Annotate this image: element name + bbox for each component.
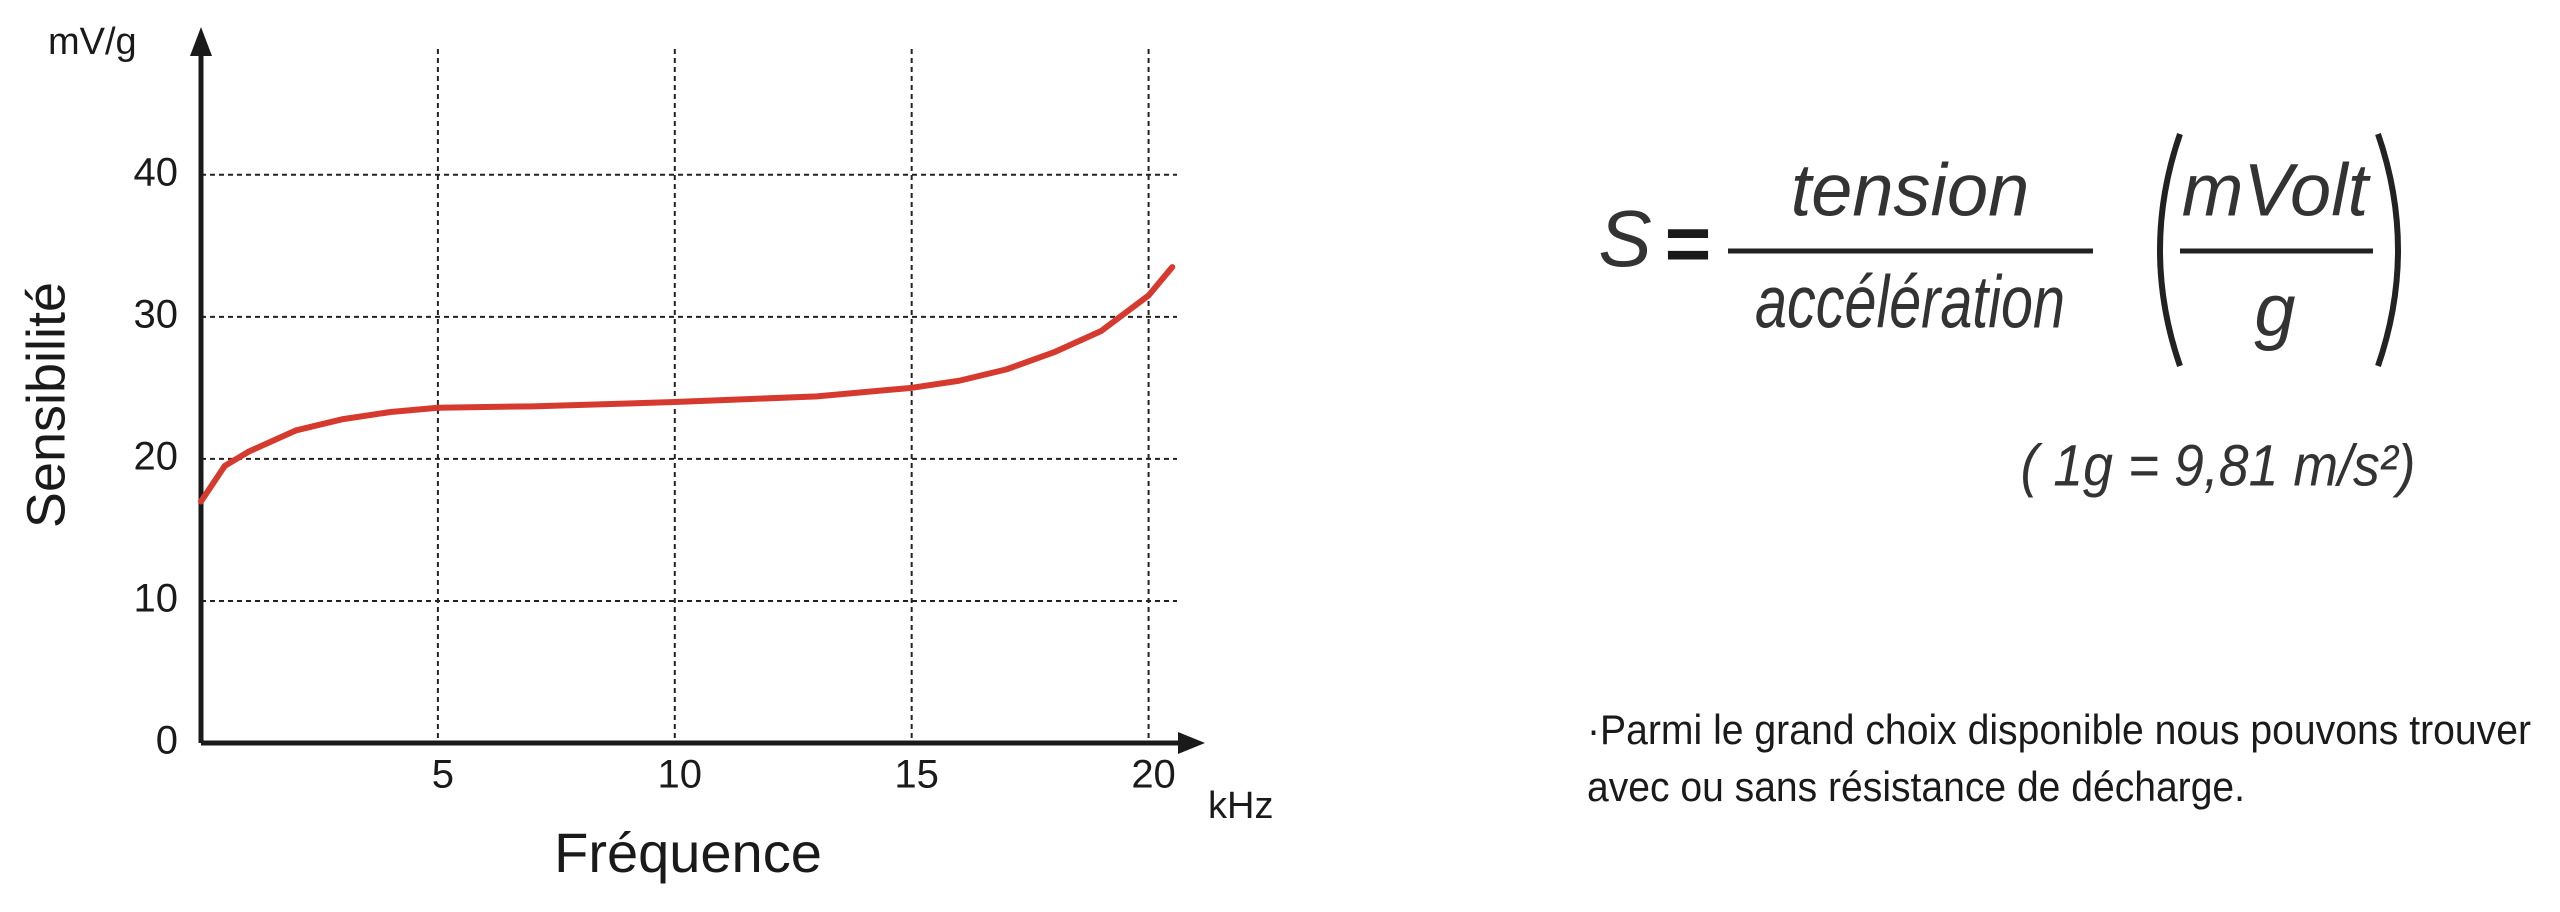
- y-tick-label: 30: [134, 292, 179, 336]
- y-unit: mV/g: [48, 21, 137, 63]
- x-unit: kHz: [1208, 785, 1273, 827]
- numerator: tension: [1791, 149, 2030, 232]
- y-tick-label: 10: [134, 577, 179, 621]
- x-label: Fréquence: [554, 821, 822, 884]
- x-tick-label: 15: [894, 753, 939, 797]
- x-tick-label: 5: [432, 753, 454, 797]
- series-line: [198, 264, 1176, 505]
- y-tick-label: 0: [156, 719, 178, 763]
- paren-left: [2157, 133, 2183, 367]
- y-tick-label: 40: [134, 150, 179, 194]
- formula-equals: =: [1665, 199, 1712, 288]
- y-label: Sensibilité: [16, 282, 76, 528]
- formula-lhs: S: [1598, 194, 1651, 283]
- x-tick-label: 10: [658, 753, 703, 797]
- y-axis-arrow: [190, 27, 212, 56]
- unit-numerator: mVolt: [2182, 149, 2372, 232]
- chart: 0 10 20 30 40 5 10 15 20: [134, 27, 1205, 797]
- formula-note: ( 1g = 9,81 m/s²): [2021, 433, 2416, 498]
- unit-denominator: g: [2254, 269, 2295, 352]
- paren-right: [2375, 133, 2401, 367]
- paragraph-line: ·Parmi le grand choix disponible nous po…: [1587, 706, 2531, 753]
- y-tick-label: 20: [134, 434, 179, 478]
- x-tick-label: 20: [1131, 753, 1176, 797]
- x-axis-arrow: [1178, 732, 1205, 754]
- denominator: accélération: [1755, 261, 2065, 344]
- paragraph-line: avec ou sans résistance de décharge.: [1587, 763, 2245, 810]
